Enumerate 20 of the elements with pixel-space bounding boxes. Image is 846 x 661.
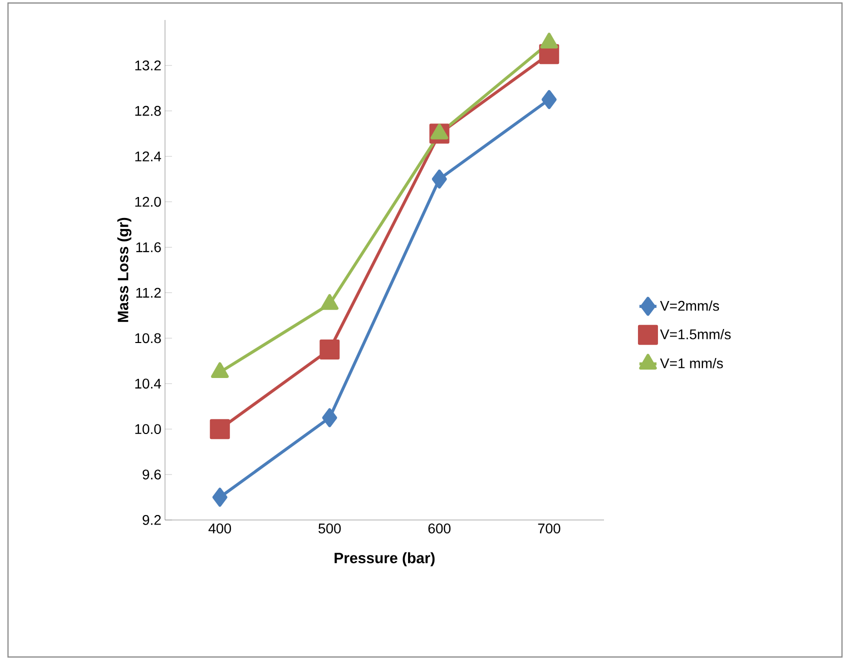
x-tick-label: 400	[208, 524, 232, 534]
y-tick-label: 10.8	[135, 333, 161, 344]
y-tick-label: 11.2	[136, 288, 161, 298]
y-tick-label: 12.4	[135, 151, 162, 162]
y-tick-label: 9.6	[142, 470, 161, 480]
legend-label: V=2mm/s	[660, 300, 720, 311]
y-tick-label: 12.0	[135, 196, 161, 207]
x-tick-label: 600	[428, 524, 451, 534]
y-tick-label: 13.2	[135, 60, 161, 70]
x-tick-label: 500	[318, 524, 341, 534]
y-tick-label: 11.6	[136, 242, 161, 252]
x-tick-label: 700	[538, 524, 560, 534]
y-tick-label: 12.8	[135, 106, 161, 116]
y-tick-label: 10.4	[135, 378, 162, 389]
legend-label: V=1.5mm/s	[660, 329, 731, 340]
legend-label: V=1 mm/s	[660, 358, 723, 368]
x-axis-title: Pressure (bar)	[334, 552, 435, 566]
y-tick-label: 9.2	[142, 515, 161, 525]
y-tick-label: 10.0	[135, 424, 161, 434]
y-axis-title: Mass Loss (gr)	[117, 218, 132, 322]
